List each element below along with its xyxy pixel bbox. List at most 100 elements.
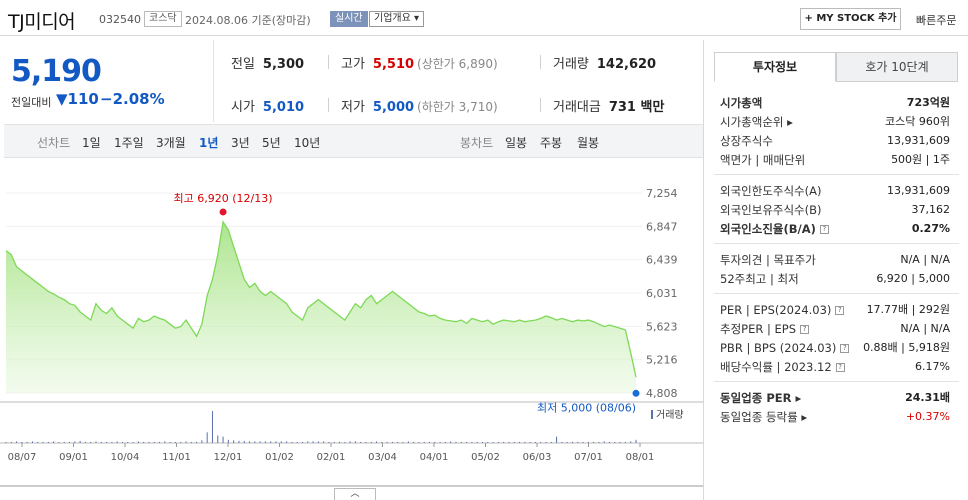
panel-divider [714,174,959,175]
tab-hoga-10[interactable]: 호가 10단계 [836,52,958,82]
volume-bar [481,441,483,443]
volume-bar [10,441,12,443]
tab-5year[interactable]: 5년 [262,136,281,150]
help-icon[interactable]: ? [835,363,845,372]
volume-bar [159,441,161,443]
volume-bar [275,441,277,443]
stat-low: 저가 5,000 (하한가 3,710) [341,100,498,115]
panel-row-value: 723억원 [906,96,950,109]
realtime-badge[interactable]: 실시간 [330,11,368,27]
help-icon[interactable]: ? [819,225,829,234]
volume-bar [153,441,155,443]
tab-3month[interactable]: 3개월 [156,136,186,150]
panel-row-label: 외국인한도주식수(A) [720,184,822,198]
volume-bar [121,441,123,443]
panel-row: 동일업종 등락률 ▸ +0.37% [720,408,950,426]
stat-high: 고가 5,510 (상한가 6,890) [341,57,498,72]
x-tick-label: 09/01 [59,452,88,463]
tab-1year[interactable]: 1년 [199,136,219,150]
collapse-handle[interactable]: ︿ [334,488,376,500]
volume-bar [354,441,356,443]
volume-bar [444,441,446,443]
volume-bar [37,441,39,443]
panel-row: PBR | BPS (2024.03)? 0.88배 | 5,918원 [720,339,950,357]
volume-bar [169,441,171,443]
volume-bar [349,441,351,443]
price-chart-svg: 7,254 6,847 6,439 6,031 5,623 5,216 4,808 최고 6,… [0,187,703,487]
x-tick-label: 08/01 [626,452,655,463]
volume-bar [450,441,452,443]
panel-divider [714,381,959,382]
volume-bar [455,441,457,443]
volume-bar [148,441,150,443]
panel-row: 외국인한도주식수(A) 13,931,609 [720,182,950,200]
volume-bar [370,441,372,443]
tab-3year[interactable]: 3년 [231,136,250,150]
panel-row-label: 배당수익률 | 2023.12 [720,360,832,374]
volume-bar [413,441,415,443]
x-tick-label: 03/04 [368,452,397,463]
volume-bar [174,441,176,443]
volume-bar [603,441,605,443]
panel-row-value: N/A | N/A [900,253,950,266]
volume-bar [323,441,325,443]
panel-row: 외국인소진율(B/A)? 0.27% [720,220,950,238]
volume-bar [460,441,462,443]
price-chart[interactable]: 7,254 6,847 6,439 6,031 5,623 5,216 4,808 최고 6,… [0,160,703,500]
volume-bar [587,441,589,443]
volume-bar [328,441,330,443]
volume-bar [58,441,60,443]
candle-chart-label: 봉차트 [460,136,494,150]
stat-prev: 전일 5,300 [231,57,305,72]
panel-divider [714,243,959,244]
volume-bar [571,441,573,443]
panel-row-label: 동일업종 PER ▸ [720,391,802,405]
tab-investment-info[interactable]: 투자정보 [714,52,836,82]
help-icon[interactable]: ? [835,306,845,315]
volume-legend-swatch [651,410,653,419]
volume-bar [513,441,515,443]
volume-bar [635,439,637,443]
volume-bar [524,441,526,443]
volume-bar [233,440,235,443]
volume-bar [79,440,81,443]
volume-bar [386,441,388,443]
panel-row: 외국인보유주식수(B) 37,162 [720,201,950,219]
volume-bar [190,441,192,443]
y-tick-label: 4,808 [646,387,678,400]
price-area [6,221,636,393]
volume-bar [301,441,303,443]
low-marker [632,389,640,397]
help-icon[interactable]: ? [800,325,810,334]
volume-bar [143,441,145,443]
tab-weekly-candle[interactable]: 주봉 [540,136,563,150]
panel-row-value: 0.27% [911,222,950,235]
volume-bar [106,441,108,443]
company-info-dropdown[interactable]: 기업개요 ▾ [369,11,424,27]
panel-row: 배당수익률 | 2023.12? 6.17% [720,358,950,376]
tab-1day[interactable]: 1일 [82,136,101,150]
volume-bar [286,441,288,443]
panel-row-label: 동일업종 등락률 ▸ [720,410,808,424]
volume-bar [582,441,584,443]
volume-bar [137,441,139,443]
volume-bar [222,436,224,443]
y-tick-label: 6,847 [646,220,678,233]
panel-row-value: 0.88배 | 5,918원 [863,341,950,354]
quick-order-link[interactable]: 빠른주문 [916,14,957,27]
volume-bar [69,441,71,443]
panel-row: 시가총액 723억원 [720,94,950,112]
help-icon[interactable]: ? [840,344,850,353]
tab-1week[interactable]: 1주일 [114,136,144,150]
tab-daily-candle[interactable]: 일봉 [505,136,528,150]
volume-bar [471,441,473,443]
tab-10year[interactable]: 10년 [294,136,321,150]
panel-row: 투자의견 | 목표주가 N/A | N/A [720,251,950,269]
my-stock-add-button[interactable]: + MY STOCK 추가 [800,8,901,30]
volume-bar [21,441,23,443]
panel-divider [714,293,959,294]
volume-bar [201,440,203,443]
tab-monthly-candle[interactable]: 월봉 [577,136,600,150]
volume-bar [609,441,611,443]
change-percent: −2.08% [100,90,165,108]
